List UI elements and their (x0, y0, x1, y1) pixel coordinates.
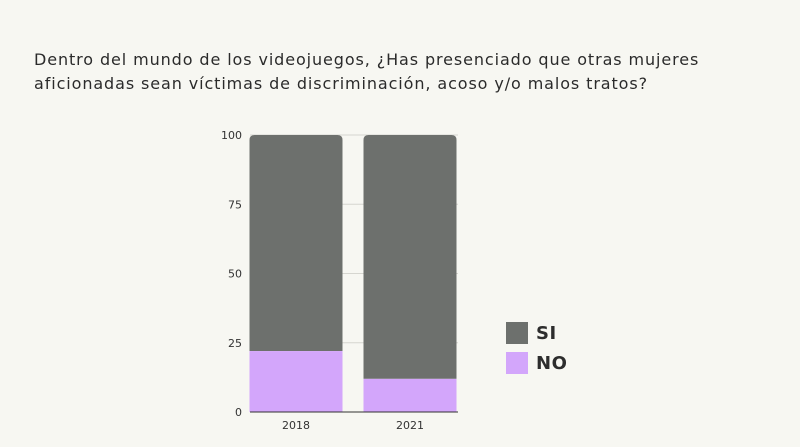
bar-si-2018 (249, 135, 343, 352)
bars (249, 135, 457, 412)
legend-label-si: SI (536, 322, 557, 344)
legend: SI NO (506, 321, 567, 381)
legend-label-no: NO (536, 352, 568, 374)
legend-item-si: SI (506, 321, 567, 345)
bar-no-2021 (363, 378, 457, 412)
chart-title-line-2: aficionadas sean víctimas de discriminac… (34, 74, 648, 93)
y-tick-label: 0 (235, 406, 242, 419)
x-tick-label: 2021 (396, 419, 424, 432)
legend-swatch-si (506, 322, 528, 344)
x-tick-label: 2018 (282, 419, 310, 432)
bar-si-2021 (363, 135, 457, 379)
y-tick-label: 100 (221, 129, 242, 142)
chart-title-line-1: Dentro del mundo de los videojuegos, ¿Ha… (34, 50, 700, 69)
bar-no-2018 (249, 351, 343, 412)
chart-title: Dentro del mundo de los videojuegos, ¿Ha… (34, 48, 754, 96)
y-tick-label: 75 (228, 198, 242, 211)
y-tick-label: 50 (228, 268, 242, 281)
legend-item-no: NO (506, 351, 567, 375)
tick-labels: 0 25 50 75 100 2018 2021 (221, 129, 458, 432)
legend-swatch-no (506, 352, 528, 374)
y-tick-label: 25 (228, 337, 242, 350)
